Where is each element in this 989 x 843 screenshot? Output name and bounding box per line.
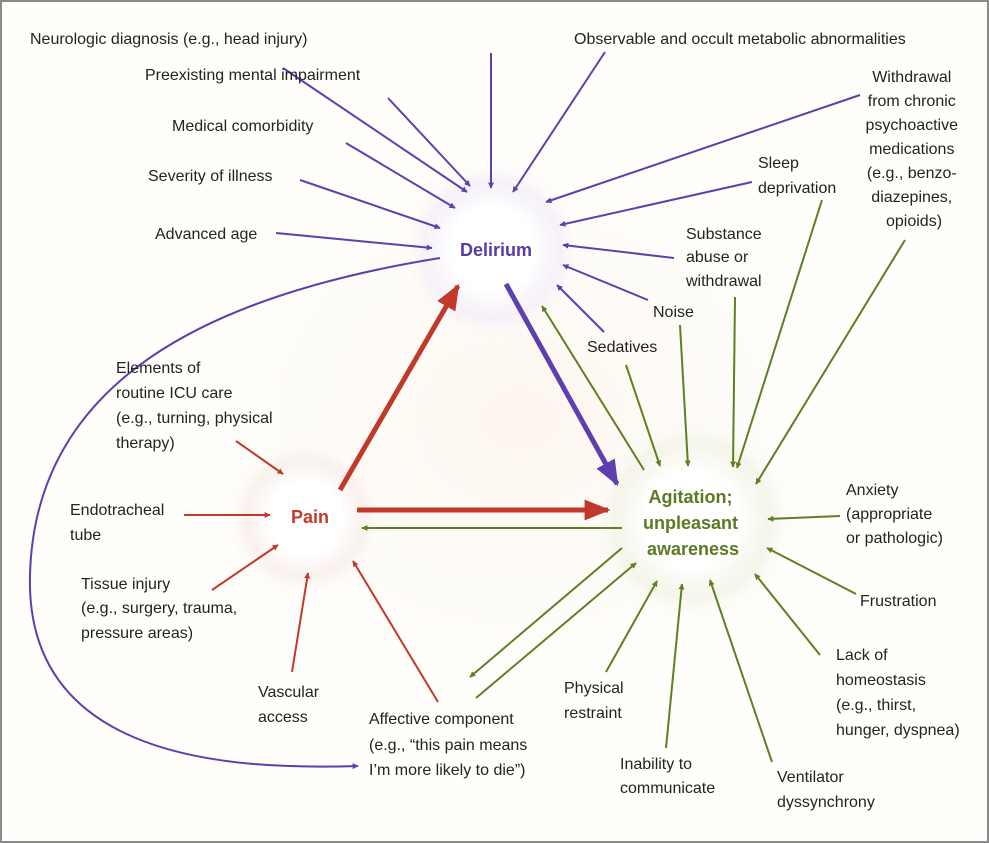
label-metabolic: Observable and occult metabolic abnormal… (574, 31, 906, 48)
arrow-substance (562, 242, 675, 259)
arrow-affective-pain (352, 560, 439, 703)
label-neurologic: Neurologic diagnosis (e.g., head injury) (30, 31, 307, 48)
label-age: Advanced age (155, 226, 257, 243)
agitation-node: Agitation; unpleasant awareness (643, 487, 743, 559)
arrow-sedatives-delirium (556, 284, 605, 333)
pain-node: Pain (291, 507, 329, 527)
agitation-glow (587, 415, 797, 625)
label-icu-care: Elements of routine ICU care (e.g., turn… (116, 360, 277, 452)
label-homeostasis: Lack of homeostasis (e.g., thirst, hunge… (836, 647, 960, 739)
arrow-agitation-to-affective (469, 547, 623, 678)
label-sedatives: Sedatives (587, 339, 657, 356)
label-tube: Endotracheal tube (70, 502, 169, 544)
arrow-noise-delirium (562, 264, 649, 301)
arrow-anxiety (767, 515, 841, 522)
arrow-tissue (211, 544, 279, 591)
arrow-age (275, 232, 433, 251)
arrow-withdrawal (545, 94, 861, 204)
arrow-severity (299, 179, 441, 230)
arrow-restraint (605, 580, 658, 673)
arrow-pain-to-delirium (337, 283, 461, 492)
label-severity: Severity of illness (148, 168, 273, 185)
arrow-neurologic (282, 67, 468, 193)
arrow-comorbidity (345, 142, 456, 209)
label-sleep: Sleep deprivation (758, 155, 836, 197)
arrow-vascular (291, 572, 311, 673)
label-noise: Noise (653, 304, 694, 321)
label-ventilator: Ventilator dyssynchrony (777, 769, 875, 811)
arrow-noise-agitation (679, 324, 691, 467)
label-preexisting: Preexisting mental impairment (145, 67, 361, 84)
arrow-icu-care (235, 440, 284, 475)
label-comorbidity: Medical comorbidity (172, 118, 313, 135)
arrow-communicate (665, 583, 685, 749)
agitation-cause-arrows (361, 199, 906, 763)
arrow-delirium-to-agitation (503, 282, 620, 487)
label-tissue: Tissue injury (e.g., surgery, trauma, pr… (81, 576, 242, 642)
arrow-agitation-to-delirium (541, 305, 645, 471)
arrow-sleep-agitation (735, 199, 823, 469)
arrow-withdrawal-agitation (755, 239, 906, 485)
label-frustration: Frustration (860, 593, 936, 610)
label-affective: Affective component (e.g., “this pain me… (369, 711, 532, 779)
arrow-substance-agitation (730, 296, 737, 468)
delirium-cause-arrows (28, 51, 861, 770)
arrow-frustration (766, 547, 857, 595)
arrow-preexisting (387, 97, 471, 187)
arrow-ventilator (708, 579, 773, 763)
label-communicate: Inability to communicate (620, 756, 715, 797)
arrow-affective-to-agitation (475, 562, 637, 699)
label-withdrawal: Withdrawal from chronic psychoactive med… (866, 69, 963, 230)
label-vascular: Vascular access (258, 684, 324, 726)
arrow-sedatives-agitation (625, 364, 662, 467)
pain-cause-arrows (184, 440, 439, 703)
label-anxiety: Anxiety (appropriate or pathologic) (846, 482, 943, 547)
arrow-sleep-delirium (559, 181, 753, 227)
arrow-metabolic (512, 51, 606, 193)
label-substance: Substance abuse or withdrawal (685, 226, 766, 290)
label-restraint: Physical restraint (564, 680, 628, 722)
arrow-delirium-to-affective (28, 257, 441, 770)
delirium-node: Delirium (460, 240, 532, 260)
arrow-homeostasis (754, 573, 821, 656)
